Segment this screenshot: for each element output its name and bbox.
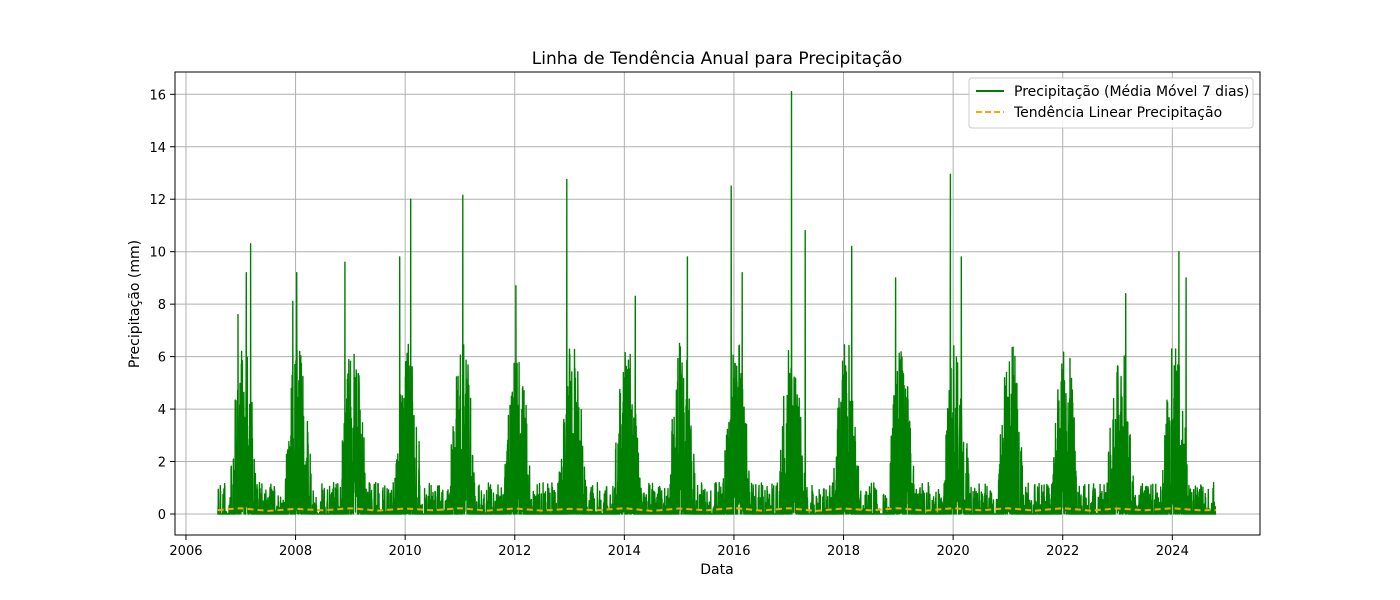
y-tick-label: 2 xyxy=(158,456,166,471)
legend-frame xyxy=(968,77,1254,129)
precipitation-series-line xyxy=(217,91,1217,515)
x-axis-label: Data xyxy=(700,562,733,578)
x-tick-label: 2006 xyxy=(169,544,202,559)
precipitation-series-path xyxy=(217,91,1217,515)
y-tick-label: 16 xyxy=(149,88,166,103)
x-tick-label: 2022 xyxy=(1046,544,1079,559)
legend-label-trend: Tendência Linear Precipitação xyxy=(1013,105,1222,121)
chart-title: Linha de Tendência Anual para Precipitaç… xyxy=(532,49,902,69)
x-tick-label: 2020 xyxy=(937,544,970,559)
trend-series-line xyxy=(217,506,1217,512)
x-tick-label: 2016 xyxy=(717,544,750,559)
x-axis-ticks: 2006 2008 2010 2012 2014 2016 2018 2020 2022 2024 xyxy=(169,535,1189,559)
y-tick-label: 12 xyxy=(149,193,166,208)
plot-frame xyxy=(174,71,1261,536)
y-tick-label: 8 xyxy=(158,298,166,313)
x-tick-label: 2010 xyxy=(389,544,422,559)
grid xyxy=(175,72,1260,535)
y-tick-label: 0 xyxy=(158,508,166,523)
legend-label-precipitation: Precipitação (Média Móvel 7 dias) xyxy=(1014,84,1249,100)
y-axis-label: Precipitação (mm) xyxy=(127,240,143,368)
y-tick-label: 4 xyxy=(158,403,166,418)
y-tick-label: 6 xyxy=(158,351,166,366)
y-tick-label: 10 xyxy=(149,246,166,261)
y-tick-label: 14 xyxy=(149,141,166,156)
y-axis-ticks: 0 2 4 6 8 10 12 14 16 xyxy=(149,88,175,523)
x-tick-label: 2024 xyxy=(1156,544,1189,559)
trend-series-path xyxy=(217,506,1217,512)
x-tick-label: 2014 xyxy=(608,544,641,559)
x-tick-label: 2008 xyxy=(279,544,312,559)
x-tick-label: 2012 xyxy=(498,544,531,559)
x-tick-label: 2018 xyxy=(827,544,860,559)
legend: Precipitação (Média Móvel 7 dias) Tendên… xyxy=(968,77,1254,129)
